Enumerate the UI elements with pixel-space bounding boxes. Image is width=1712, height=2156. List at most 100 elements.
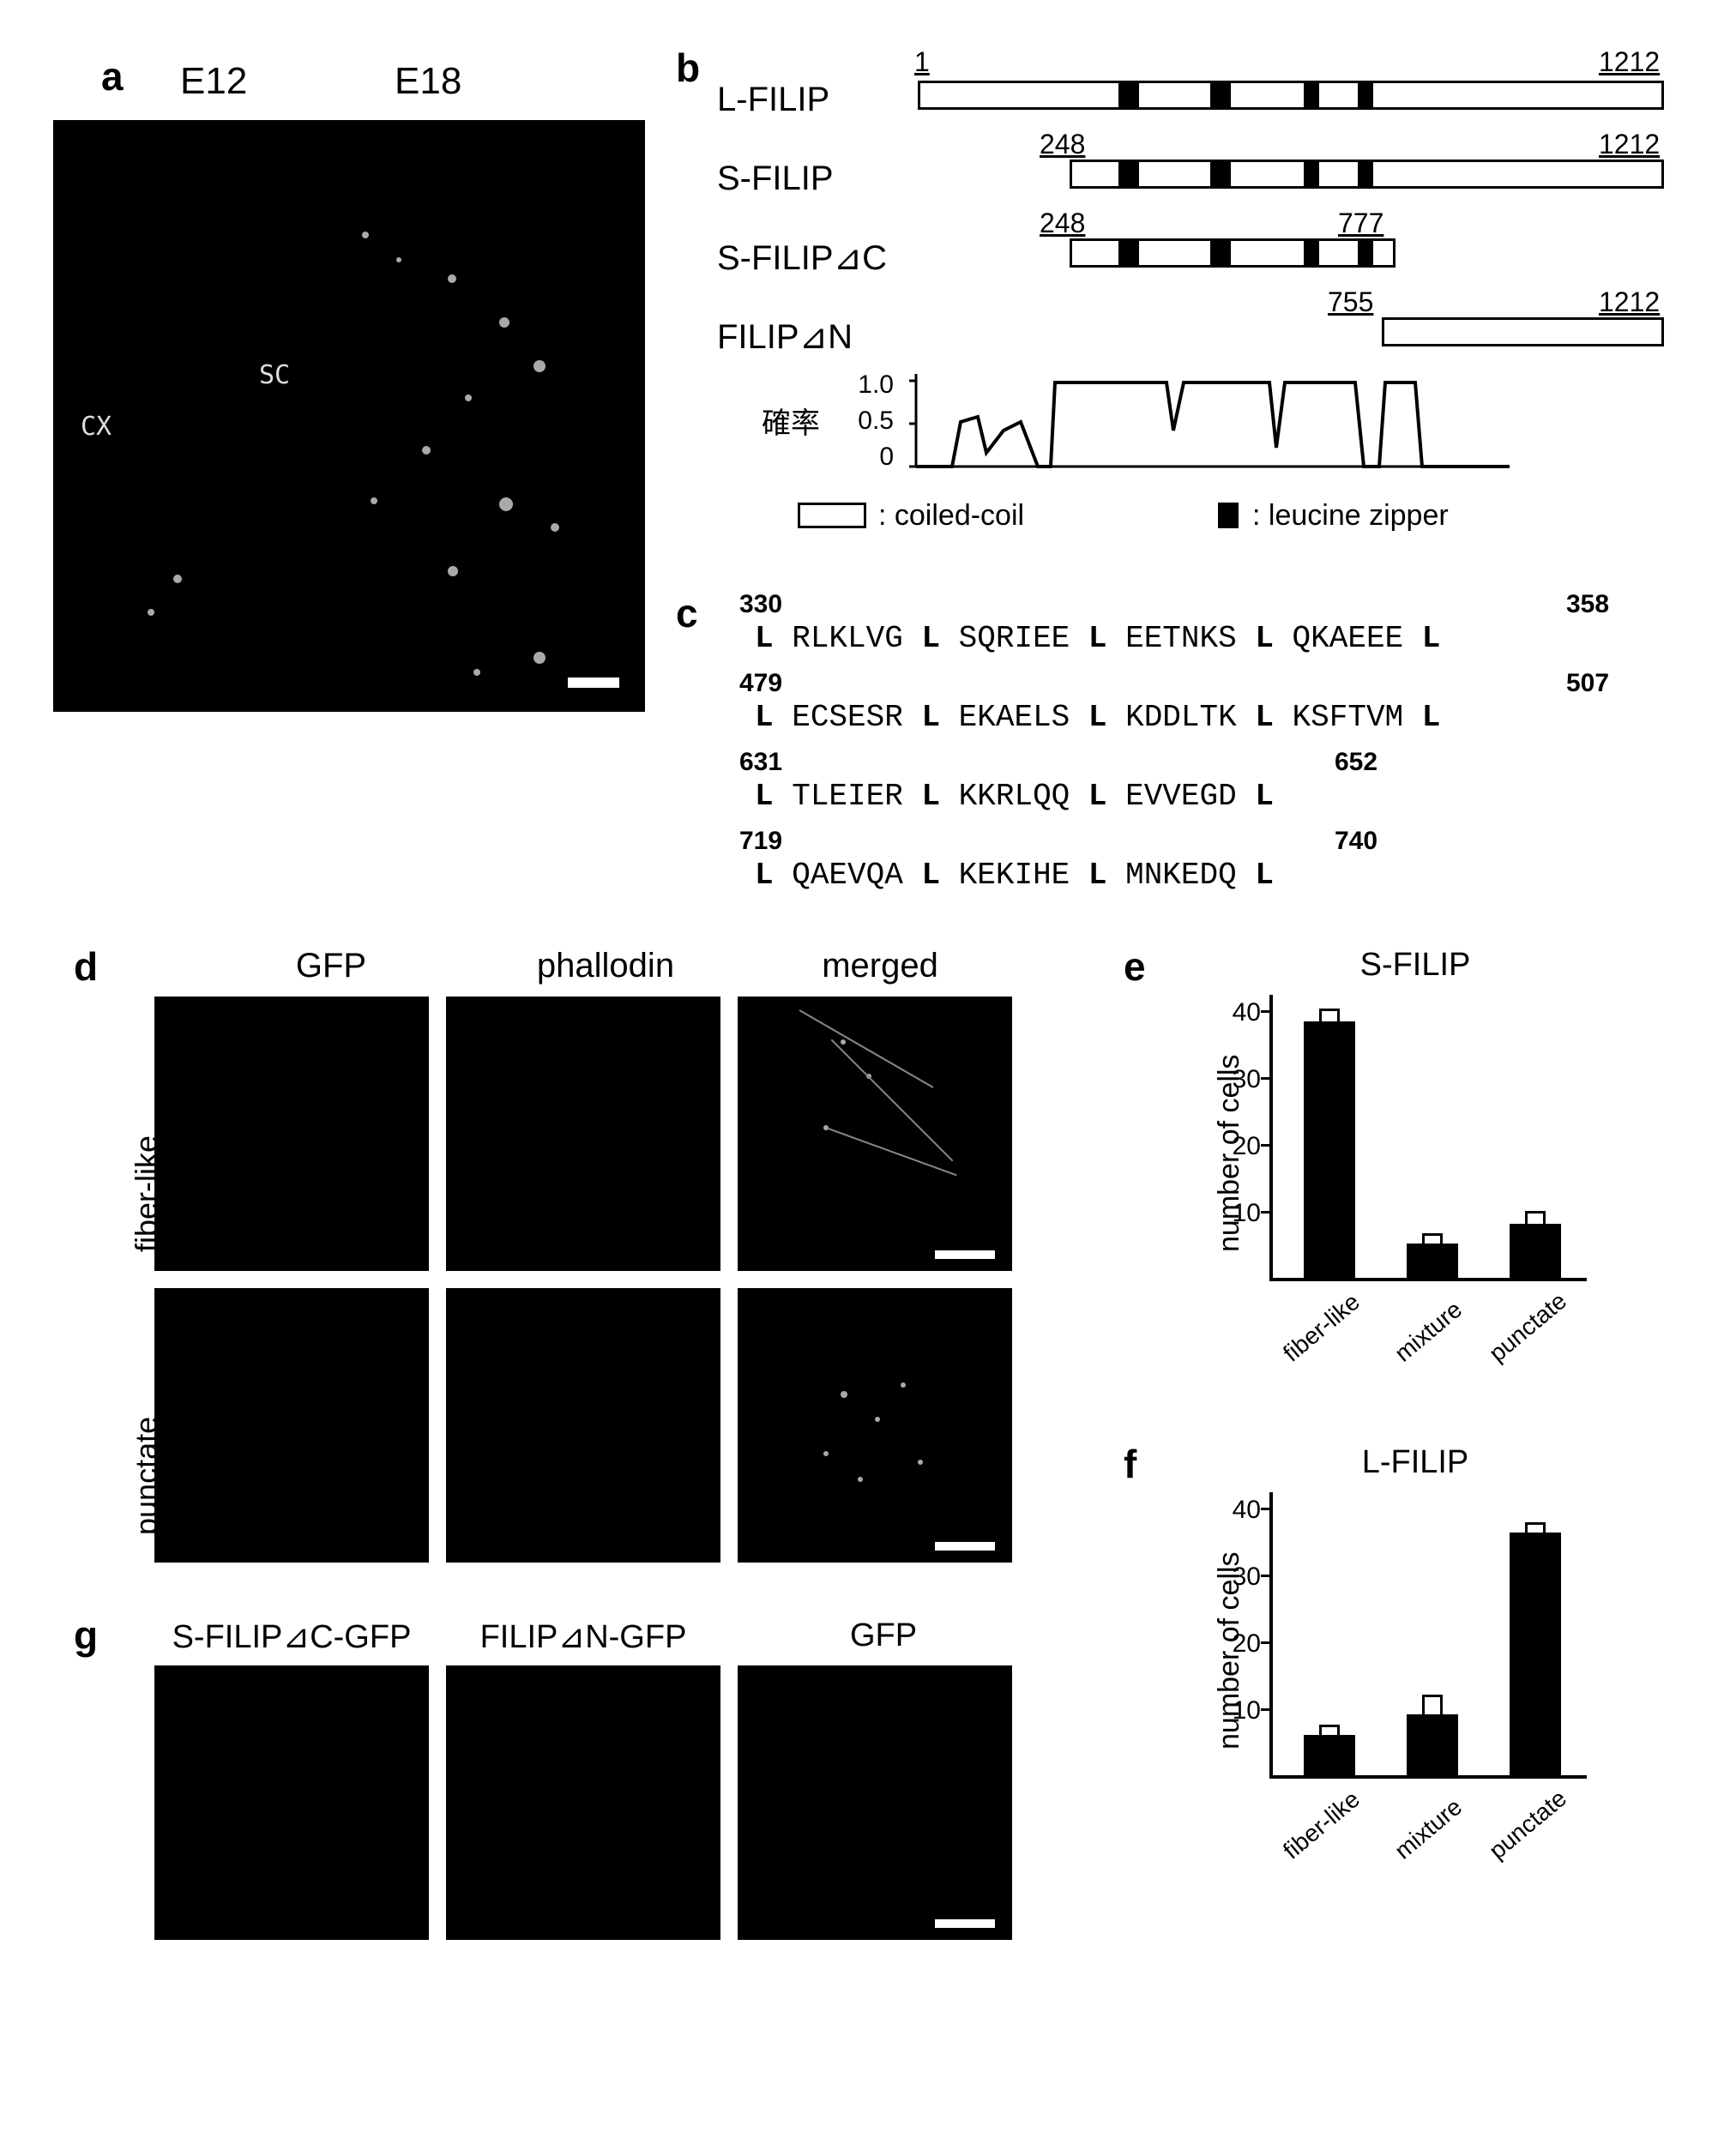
panel-a-image: SC CX bbox=[53, 120, 645, 712]
e-ytick-20: 20 bbox=[1218, 1132, 1261, 1161]
panel-d-label: d bbox=[74, 943, 98, 990]
aa-num-1212-3: 1212 bbox=[1599, 286, 1660, 318]
aa-num-1: 1 bbox=[914, 46, 930, 78]
lz-0-2 bbox=[1304, 81, 1319, 110]
e-bar-2 bbox=[1510, 1224, 1561, 1278]
lz-1-1 bbox=[1210, 160, 1231, 189]
construct-label-2: S-FILIP⊿C bbox=[717, 238, 887, 278]
e-err-1 bbox=[1422, 1233, 1443, 1244]
legend-leucine-box bbox=[1218, 503, 1239, 528]
e-tickm-30 bbox=[1261, 1077, 1273, 1080]
f-err-1 bbox=[1422, 1695, 1443, 1714]
legend-leucine-text: : leucine zipper bbox=[1252, 499, 1449, 533]
d-col-0: GFP bbox=[202, 947, 460, 985]
panel-a-scale-bar bbox=[568, 678, 619, 688]
legend-coiled-box bbox=[798, 503, 866, 528]
seq-num-358: 358 bbox=[1566, 590, 1609, 619]
e-tickm-20 bbox=[1261, 1144, 1273, 1147]
f-err-0 bbox=[1319, 1725, 1340, 1735]
f-bar-2 bbox=[1510, 1533, 1561, 1775]
aa-num-1212-2: 1212 bbox=[1599, 129, 1660, 160]
construct-label-1: S-FILIP bbox=[717, 160, 834, 198]
lz-2-2 bbox=[1304, 238, 1319, 268]
e-tickm-40 bbox=[1261, 1010, 1273, 1013]
d-scale-punc bbox=[935, 1542, 995, 1551]
e-bar-0 bbox=[1304, 1021, 1355, 1278]
panel-a-sc-label: SC bbox=[259, 360, 290, 390]
g-img-0 bbox=[154, 1665, 429, 1940]
lz-0-1 bbox=[1210, 81, 1231, 110]
g-img-2 bbox=[738, 1665, 1012, 1940]
e-xaxis bbox=[1269, 1278, 1587, 1281]
d-scale-fiber bbox=[935, 1250, 995, 1259]
d-img-fiber-gfp bbox=[154, 997, 429, 1271]
seq-line-2: L TLEIER L KKRLQQ L EVVEGD L bbox=[755, 779, 1274, 814]
g-head-0: S-FILIP⊿C-GFP bbox=[154, 1617, 429, 1656]
e-title: S-FILIP bbox=[1287, 947, 1544, 984]
panel-g-label: g bbox=[74, 1612, 98, 1659]
g-img-1 bbox=[446, 1665, 720, 1940]
prob-plot-svg bbox=[901, 370, 1518, 473]
lz-0-0 bbox=[1118, 81, 1139, 110]
panel-f-label: f bbox=[1124, 1441, 1136, 1487]
panel-a-e12-label: E12 bbox=[180, 60, 247, 103]
e-xlab-0: fiber-like bbox=[1278, 1288, 1365, 1368]
d-img-punc-phal bbox=[446, 1288, 720, 1563]
d-img-punc-gfp bbox=[154, 1288, 429, 1563]
panel-a-e18-label: E18 bbox=[395, 60, 461, 103]
e-err-2 bbox=[1525, 1211, 1546, 1224]
f-bar-0 bbox=[1304, 1735, 1355, 1775]
lz-2-3 bbox=[1358, 238, 1373, 268]
f-title: L-FILIP bbox=[1287, 1444, 1544, 1481]
panel-a-cx-label: CX bbox=[81, 412, 112, 442]
aa-num-248-2: 248 bbox=[1040, 208, 1085, 239]
lz-1-2 bbox=[1304, 160, 1319, 189]
e-yaxis bbox=[1269, 995, 1273, 1280]
e-ytick-40: 40 bbox=[1218, 998, 1261, 1027]
construct-label-3: FILIP⊿N bbox=[717, 317, 853, 357]
seq-num-507: 507 bbox=[1566, 669, 1609, 698]
seq-num-330: 330 bbox=[739, 590, 782, 619]
f-ytick-40: 40 bbox=[1218, 1496, 1261, 1525]
g-head-2: GFP bbox=[772, 1617, 995, 1654]
seq-num-631: 631 bbox=[739, 748, 782, 777]
seq-num-740: 740 bbox=[1335, 827, 1377, 856]
e-err-0 bbox=[1319, 1009, 1340, 1021]
f-tickm-20 bbox=[1261, 1641, 1273, 1644]
g-head-1: FILIP⊿N-GFP bbox=[446, 1617, 720, 1656]
aa-num-1212-1: 1212 bbox=[1599, 46, 1660, 78]
f-ytick-30: 30 bbox=[1218, 1563, 1261, 1592]
e-ytick-30: 30 bbox=[1218, 1065, 1261, 1094]
panel-c-label: c bbox=[676, 590, 698, 636]
seq-num-652: 652 bbox=[1335, 748, 1377, 777]
f-ytick-10: 10 bbox=[1218, 1696, 1261, 1725]
seq-line-3: L QAEVQA L KEKIHE L MNKEDQ L bbox=[755, 858, 1274, 893]
aa-num-777: 777 bbox=[1338, 208, 1383, 239]
e-bar-1 bbox=[1407, 1244, 1458, 1278]
f-xlab-0: fiber-like bbox=[1278, 1786, 1365, 1865]
prob-tick-2: 0 bbox=[866, 443, 894, 472]
lz-2-0 bbox=[1118, 238, 1139, 268]
lz-1-3 bbox=[1358, 160, 1373, 189]
e-ytick-10: 10 bbox=[1218, 1199, 1261, 1228]
e-xlab-2: punctate bbox=[1484, 1287, 1572, 1368]
prob-axis-label: 確率 bbox=[762, 400, 820, 442]
f-tickm-10 bbox=[1261, 1708, 1273, 1711]
lz-1-0 bbox=[1118, 160, 1139, 189]
prob-tick-0: 1.0 bbox=[844, 370, 894, 400]
aa-num-755: 755 bbox=[1328, 286, 1373, 318]
legend-coiled-text: : coiled-coil bbox=[878, 499, 1024, 533]
f-bar-1 bbox=[1407, 1714, 1458, 1775]
seq-num-719: 719 bbox=[739, 827, 782, 856]
f-xlab-1: mixture bbox=[1389, 1793, 1468, 1865]
seq-line-1: L ECSESR L EKAELS L KDDLTK L KSFTVM L bbox=[755, 700, 1440, 735]
lz-0-3 bbox=[1358, 81, 1373, 110]
construct-bar-lfilip bbox=[918, 81, 1664, 110]
panel-e-label: e bbox=[1124, 943, 1146, 990]
seq-line-0: L RLKLVG L SQRIEE L EETNKS L QKAEEE L bbox=[755, 621, 1440, 656]
panel-a-label: a bbox=[101, 53, 124, 99]
g-scale bbox=[935, 1919, 995, 1928]
lz-2-1 bbox=[1210, 238, 1231, 268]
d-img-punc-merged bbox=[738, 1288, 1012, 1563]
seq-num-479: 479 bbox=[739, 669, 782, 698]
